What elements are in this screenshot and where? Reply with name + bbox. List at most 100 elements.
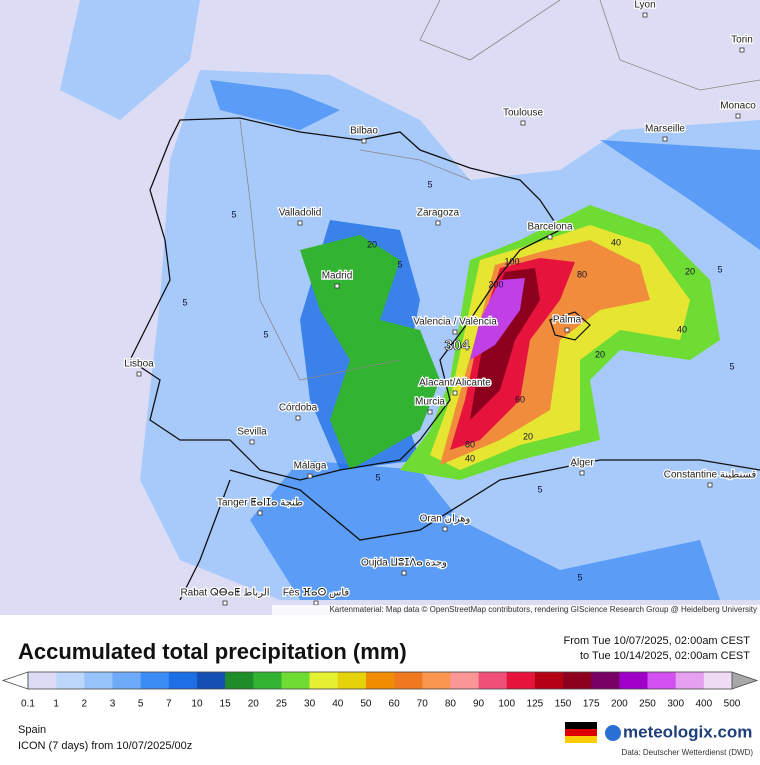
city-label: Bilbao xyxy=(350,126,378,137)
city-marker xyxy=(739,47,745,53)
scale-label: 30 xyxy=(304,699,316,710)
scale-box xyxy=(84,672,113,689)
city-marker xyxy=(435,220,441,226)
contour-label: 20 xyxy=(595,349,605,359)
scale-box xyxy=(591,672,620,689)
scale-label: 7 xyxy=(166,699,172,710)
city-marker xyxy=(297,220,303,226)
scale-box xyxy=(563,672,592,689)
city-marker xyxy=(662,136,668,142)
scale-label: 15 xyxy=(220,699,232,710)
city-label: Torin xyxy=(731,35,753,46)
city-label: Lyon xyxy=(634,0,655,11)
scale-label: 90 xyxy=(473,699,485,710)
contour-label: 5 xyxy=(427,179,432,189)
flag xyxy=(565,729,597,736)
map-labels: Lyon Torin Monaco Toulouse Marseille Bilbao Za… xyxy=(123,0,758,606)
scale-box xyxy=(337,672,367,689)
scale-label: 5 xyxy=(138,699,144,710)
contour-label: 40 xyxy=(677,324,687,334)
attribution: Kartenmaterial: Map data © OpenStreetMap… xyxy=(329,605,757,614)
border xyxy=(239,0,760,381)
scale-label: 50 xyxy=(360,699,372,710)
contour-label: 80 xyxy=(577,269,587,279)
scale-label: 70 xyxy=(417,699,429,710)
scale-box xyxy=(196,672,226,689)
rain-purple xyxy=(470,278,525,360)
scale-label: 125 xyxy=(527,699,544,710)
city-marker xyxy=(547,234,553,240)
city-marker xyxy=(313,600,319,606)
city-label: Valladolid xyxy=(279,208,322,219)
scale-label: 25 xyxy=(276,699,288,710)
city-label: Zaragoza xyxy=(417,208,460,219)
scale-box xyxy=(619,672,648,689)
city-label: Málaga xyxy=(294,461,327,472)
scale-box xyxy=(140,672,170,689)
scale-label: 2 xyxy=(82,699,88,710)
city-marker xyxy=(452,329,458,335)
island xyxy=(549,311,591,341)
logo: meteologix.com xyxy=(623,722,752,741)
city-label: Murcia xyxy=(415,397,445,408)
contour-label: 20 xyxy=(685,266,695,276)
city-label: Lisboa xyxy=(124,359,154,370)
contour-label: 20 xyxy=(367,239,377,249)
flag xyxy=(565,722,597,729)
city-label: Palma xyxy=(553,315,582,326)
map: Lyon Torin Monaco Toulouse Marseille Bilbao Za… xyxy=(0,0,760,615)
contour-label: 5 xyxy=(263,329,268,339)
city-marker xyxy=(257,510,263,516)
scale-label: 10 xyxy=(191,699,203,710)
scale-label: 175 xyxy=(583,699,600,710)
scale-box xyxy=(534,672,564,689)
scale-box xyxy=(422,672,451,689)
city-marker xyxy=(249,439,255,445)
contour-label: 40 xyxy=(465,453,475,463)
contour-label: 5 xyxy=(231,209,236,219)
rain-green xyxy=(300,235,440,470)
scale-label: 250 xyxy=(639,699,656,710)
model: ICON (7 days) from 10/07/2025/00z xyxy=(18,740,192,752)
rain-light xyxy=(60,0,200,120)
city-marker xyxy=(520,120,526,126)
scale-box xyxy=(281,672,310,689)
city-marker xyxy=(564,327,570,333)
scale-box xyxy=(168,672,198,689)
over-arrow xyxy=(731,671,759,690)
contour-label: 200 xyxy=(488,279,503,289)
contour-label: 80 xyxy=(465,439,475,449)
rain-darkred xyxy=(470,268,540,420)
scale-box xyxy=(647,672,676,689)
flag xyxy=(565,736,597,743)
city-label: Oujda ⵡⵓⵊⴷⴰ وجدة xyxy=(361,558,447,569)
scale-box xyxy=(112,672,141,689)
scale-frame xyxy=(27,671,733,690)
city-label: Toulouse xyxy=(503,108,543,119)
scale-box xyxy=(365,672,395,689)
scale-box xyxy=(28,672,57,689)
scale-label: 300 xyxy=(667,699,684,710)
date-to: to Tue 10/14/2025, 02:00am CEST xyxy=(580,650,750,662)
city-label: Tanger ⵟⴰⵏⵊⴰ طنجة xyxy=(217,498,303,509)
contour-label: 5 xyxy=(397,259,402,269)
city-marker xyxy=(295,415,301,421)
scale-box xyxy=(675,672,705,689)
scale-label: 0.1 xyxy=(21,699,35,710)
city-marker xyxy=(401,570,407,576)
city-marker xyxy=(222,600,228,606)
max-label: 304 xyxy=(444,337,470,354)
contour-label: 40 xyxy=(611,237,621,247)
source: Data: Deutscher Wetterdienst (DWD) xyxy=(622,748,754,757)
city-label: Córdoba xyxy=(279,403,318,414)
scale-box xyxy=(394,672,423,689)
scale-box xyxy=(253,672,282,689)
city-marker xyxy=(427,409,433,415)
scale-label: 100 xyxy=(498,699,515,710)
scale-label: 400 xyxy=(695,699,712,710)
region: Spain xyxy=(18,724,46,736)
city-label: Marseille xyxy=(645,124,685,135)
city-marker xyxy=(452,390,458,396)
city-label: Valencia / València xyxy=(413,317,497,328)
contour-label: 60 xyxy=(515,394,525,404)
